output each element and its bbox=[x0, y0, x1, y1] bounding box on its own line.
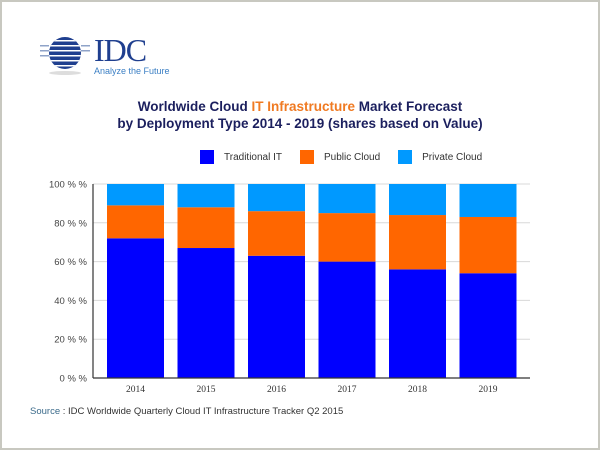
bar-public-cloud bbox=[248, 211, 305, 256]
y-tick-label: 100 % % bbox=[49, 180, 88, 191]
legend-swatch bbox=[299, 150, 314, 164]
bar-private-cloud bbox=[389, 184, 446, 216]
bar-public-cloud bbox=[389, 215, 446, 270]
bar-private-cloud bbox=[318, 184, 376, 214]
legend-label: Public Cloud bbox=[323, 151, 381, 163]
globe-icon bbox=[40, 37, 90, 75]
bar-private-cloud bbox=[459, 184, 517, 217]
logo-tagline: Analyze the Future bbox=[94, 66, 170, 76]
bar-traditional-it bbox=[248, 255, 305, 378]
title-highlight: IT Infrastructure bbox=[251, 99, 355, 114]
legend-item: Traditional IT bbox=[200, 150, 282, 164]
bar-private-cloud bbox=[177, 184, 235, 208]
legend-item: Public Cloud bbox=[299, 150, 381, 164]
x-tick-label: 2017 bbox=[338, 385, 357, 395]
bar-traditional-it bbox=[389, 269, 446, 378]
bar-traditional-it bbox=[318, 261, 376, 378]
x-tick-label: 2015 bbox=[197, 385, 216, 395]
title-line2: by Deployment Type 2014 - 2019 (shares b… bbox=[117, 116, 483, 131]
y-tick-label: 20 % % bbox=[54, 335, 87, 346]
legend-swatch bbox=[200, 150, 214, 164]
x-tick-label: 2018 bbox=[408, 385, 427, 395]
source-label: Source bbox=[30, 406, 61, 417]
x-tick-label: 2016 bbox=[267, 385, 286, 395]
y-tick-label: 0 % % bbox=[60, 374, 88, 385]
bar-traditional-it bbox=[107, 238, 164, 378]
y-tick-label: 60 % % bbox=[54, 257, 87, 268]
legend-label: Private Cloud bbox=[422, 151, 483, 163]
legend-swatch bbox=[398, 150, 413, 164]
source-text: : IDC Worldwide Quarterly Cloud IT Infra… bbox=[60, 406, 344, 417]
legend-label: Traditional IT bbox=[224, 151, 282, 163]
legend-item: Private Cloud bbox=[398, 150, 482, 164]
legend: Traditional IT Public Cloud Private Clou… bbox=[200, 150, 500, 164]
bar-private-cloud bbox=[107, 184, 164, 206]
y-tick-label: 80 % % bbox=[54, 218, 87, 229]
source-note: Source : IDC Worldwide Quarterly Cloud I… bbox=[30, 406, 343, 417]
y-tick-label: 40 % % bbox=[54, 296, 87, 307]
bar-traditional-it bbox=[459, 273, 517, 378]
bar-public-cloud bbox=[318, 213, 376, 262]
chart-title: Worldwide Cloud IT Infrastructure Market… bbox=[0, 98, 600, 132]
x-tick-label: 2019 bbox=[479, 385, 498, 395]
bar-public-cloud bbox=[107, 205, 164, 239]
bar-private-cloud bbox=[248, 184, 305, 212]
title-part: Market Forecast bbox=[354, 99, 463, 114]
bar-public-cloud bbox=[177, 207, 235, 249]
bar-traditional-it bbox=[177, 248, 235, 378]
x-tick-label: 2014 bbox=[126, 385, 145, 395]
bar-public-cloud bbox=[459, 216, 517, 274]
logo-text: IDC bbox=[94, 32, 147, 68]
title-part: Worldwide Cloud bbox=[137, 99, 252, 114]
